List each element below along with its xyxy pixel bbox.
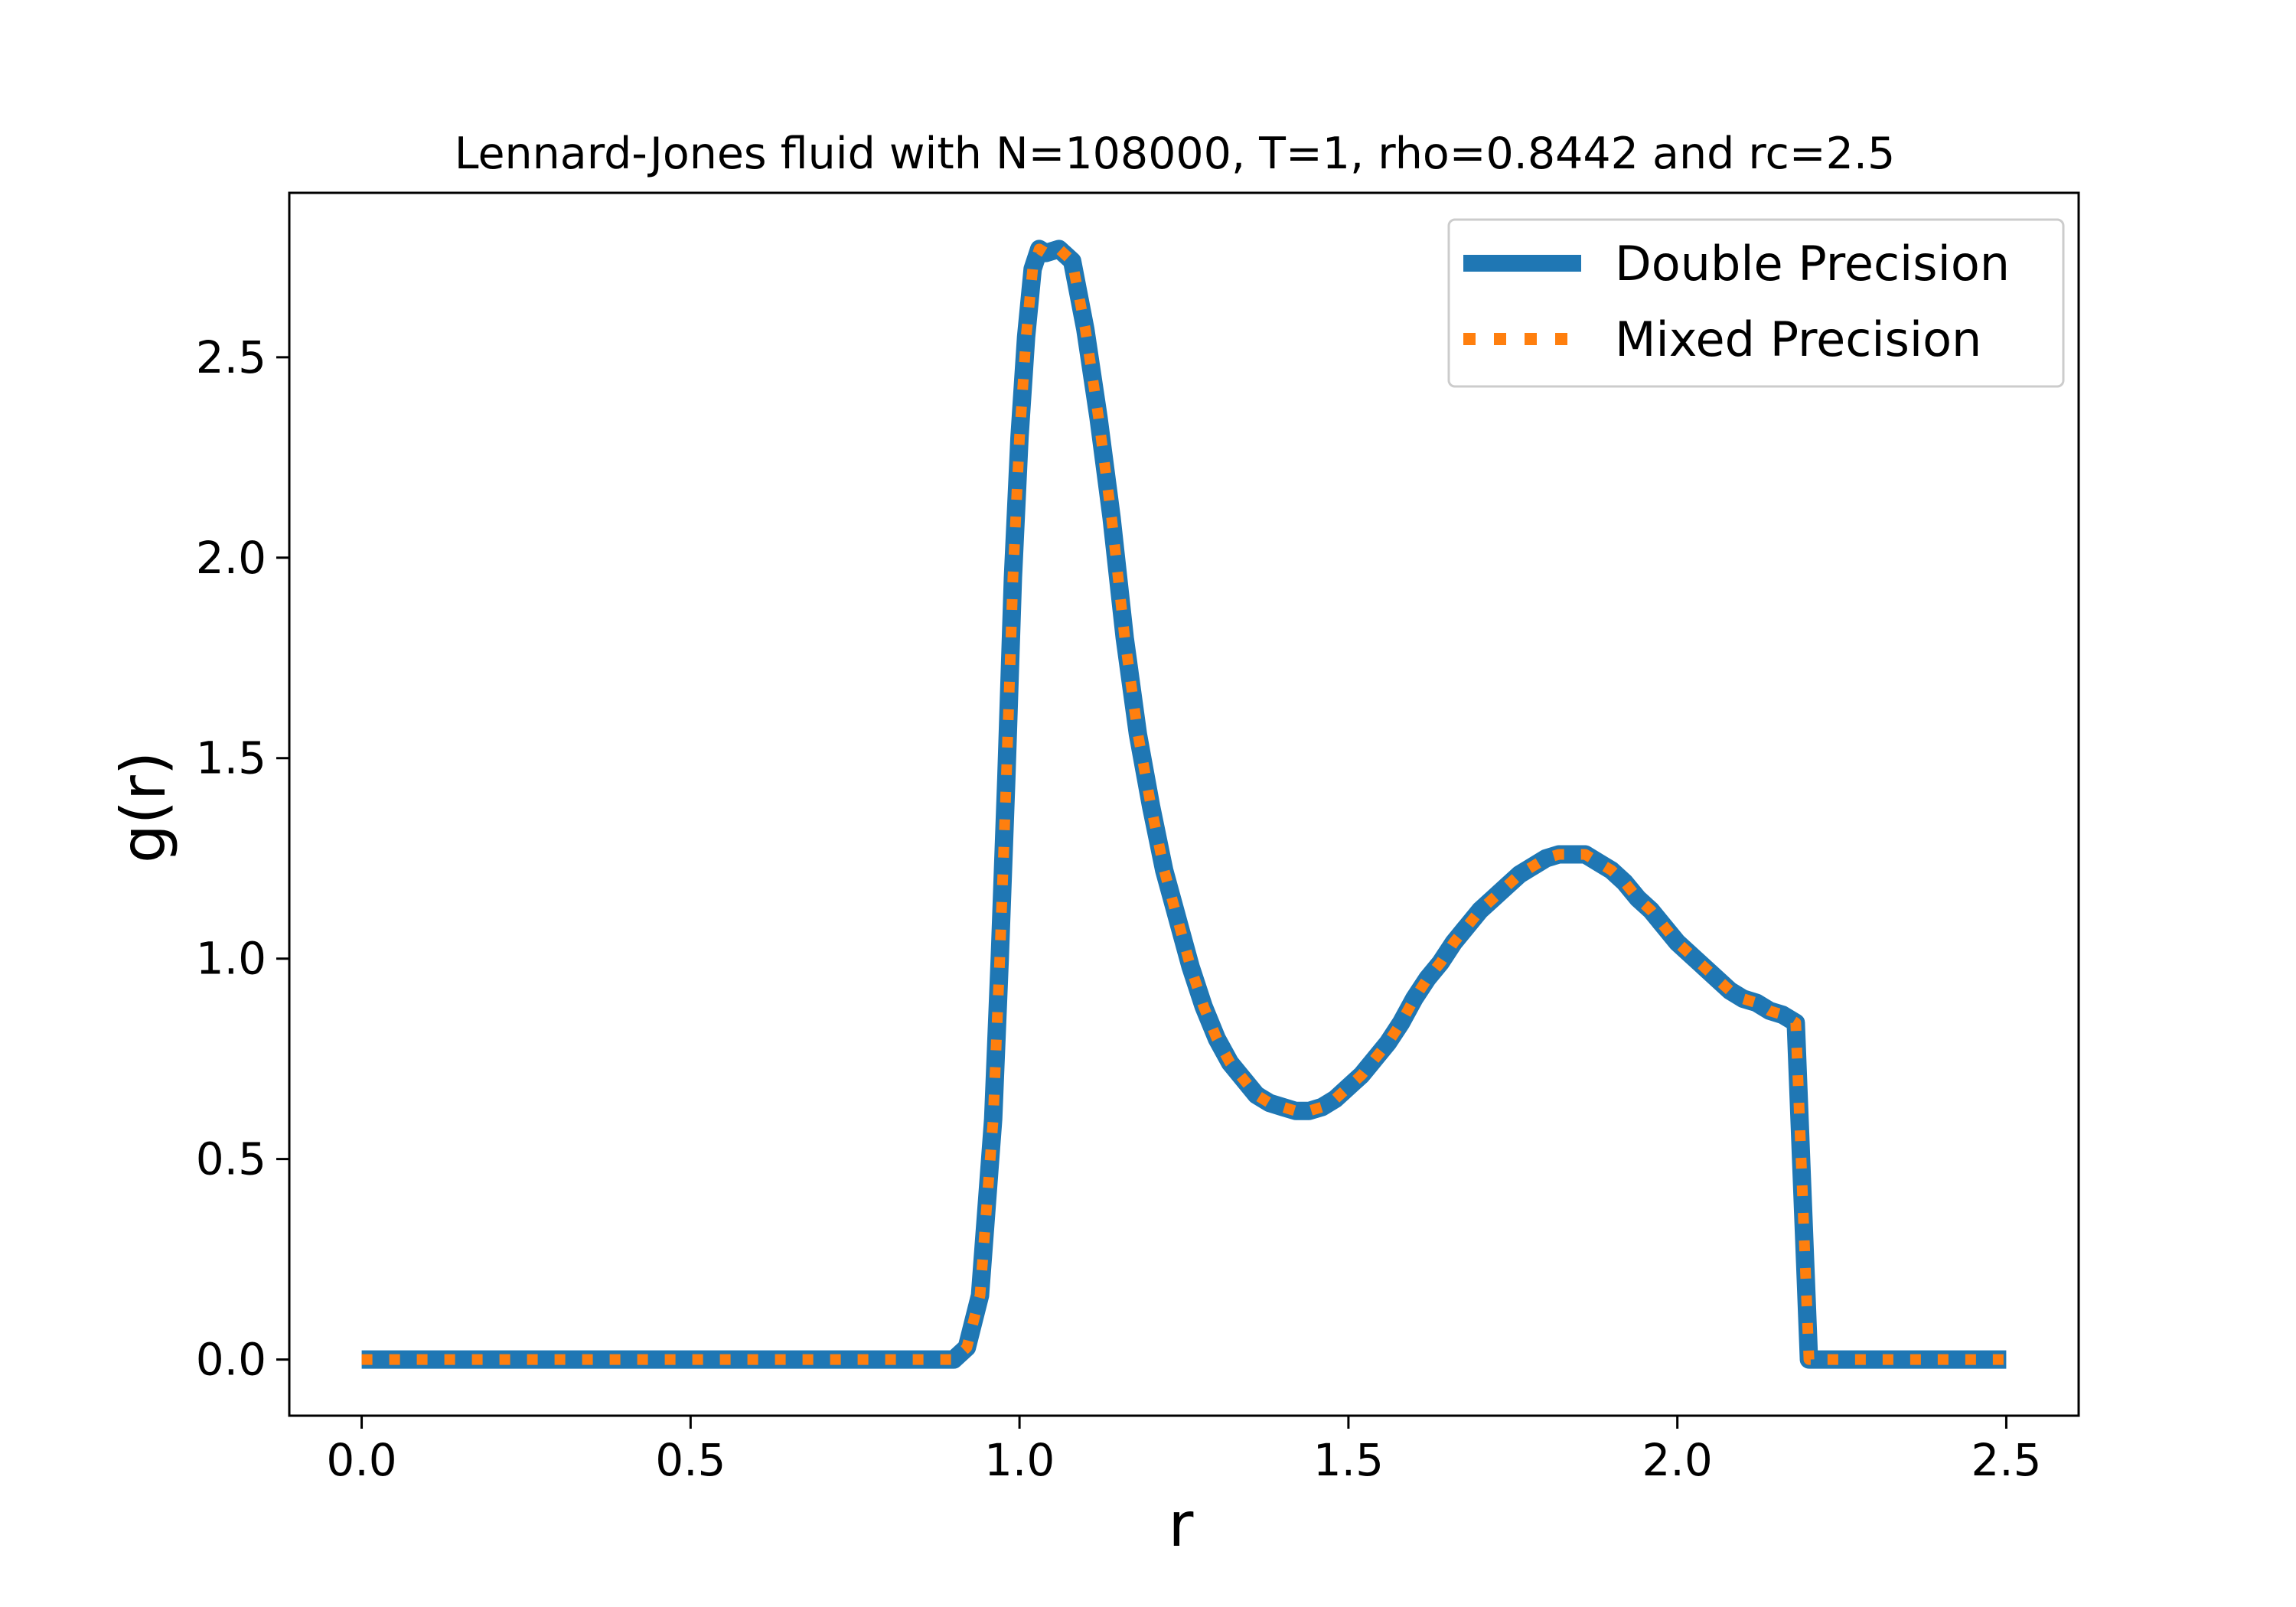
series-line-double-precision <box>361 240 2007 1369</box>
legend-label: Double Precision <box>1615 236 2010 292</box>
y-tick-label: 1.5 <box>196 732 266 784</box>
y-tick-label: 0.0 <box>196 1334 266 1386</box>
x-tick-label: 0.0 <box>326 1434 396 1486</box>
y-tick-label: 2.0 <box>196 532 266 584</box>
x-tick-label: 1.0 <box>984 1434 1055 1486</box>
x-tick-label: 0.5 <box>655 1434 726 1486</box>
y-tick-label: 0.5 <box>196 1133 266 1185</box>
x-axis-label: r <box>1169 1489 1194 1560</box>
y-tick-label: 2.5 <box>196 331 266 383</box>
legend-label: Mixed Precision <box>1615 311 1981 367</box>
legend-box <box>1447 218 2065 388</box>
plot-area-frame <box>288 191 2080 1417</box>
x-tick-label: 2.5 <box>1971 1434 2041 1486</box>
y-tick-label: 1.0 <box>196 933 266 985</box>
chart-title: Lennard-Jones fluid with N=108000, T=1, … <box>455 129 1896 179</box>
y-axis-label: g(r) <box>108 751 179 863</box>
x-tick-label: 2.0 <box>1642 1434 1713 1486</box>
x-tick-label: 1.5 <box>1313 1434 1384 1486</box>
